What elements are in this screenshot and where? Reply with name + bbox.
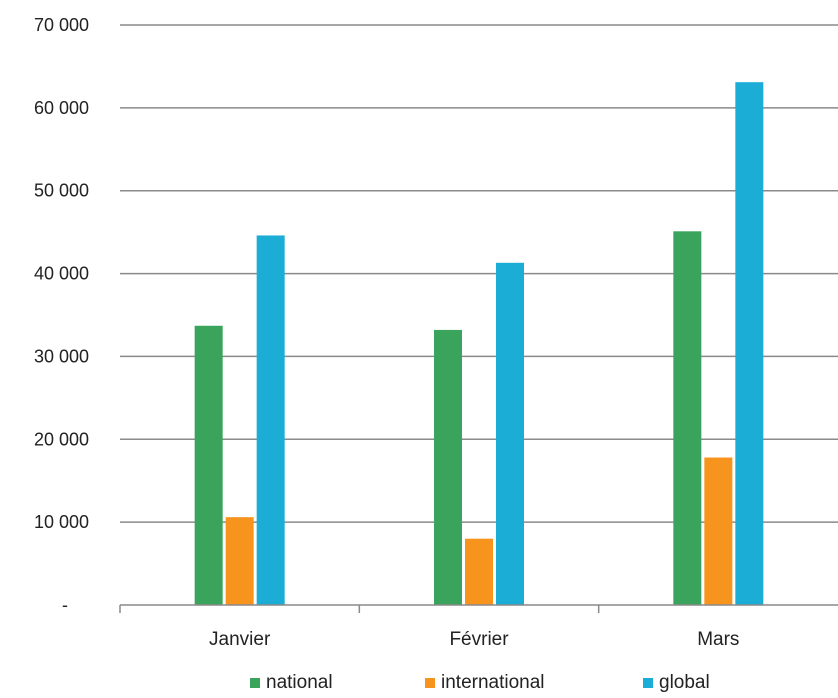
- legend-item-international: international: [425, 672, 545, 694]
- bar-chart: - 10 000 20 000 30 000 40 000 50 000 60 000 70 …: [34, 15, 838, 650]
- legend-swatch: [250, 678, 260, 688]
- x-category-label: Février: [449, 629, 509, 650]
- y-tick-label: 20 000: [34, 429, 89, 449]
- bar-national-1: [434, 329, 462, 605]
- legend-label: international: [441, 672, 545, 693]
- y-tick-label: 50 000: [34, 181, 89, 201]
- x-axis: Janvier Février Mars: [119, 604, 838, 650]
- bar-international-2: [704, 457, 733, 605]
- y-tick-label: 60 000: [34, 98, 89, 118]
- x-category-label: Janvier: [209, 629, 271, 650]
- y-tick-label: -: [62, 595, 68, 615]
- y-tick-label: 30 000: [34, 346, 89, 366]
- bar-international-1: [465, 538, 493, 605]
- legend-swatch: [643, 678, 653, 688]
- bar-global-2: [735, 82, 764, 605]
- bar-global-0: [256, 235, 285, 605]
- bar-global-1: [496, 262, 524, 605]
- legend-label: national: [266, 672, 333, 693]
- legend: national international global: [0, 670, 838, 698]
- y-axis-tick-labels: - 10 000 20 000 30 000 40 000 50 000 60 000 70 …: [34, 15, 89, 615]
- legend-item-national: national: [250, 672, 333, 694]
- x-category-label: Mars: [697, 629, 739, 650]
- bar-national-0: [194, 325, 223, 605]
- legend-label: global: [659, 672, 710, 693]
- gridlines: [120, 24, 838, 523]
- y-tick-label: 40 000: [34, 264, 89, 284]
- legend-swatch: [425, 678, 435, 688]
- y-tick-label: 10 000: [34, 512, 89, 532]
- y-tick-label: 70 000: [34, 15, 89, 35]
- bar-national-2: [673, 231, 702, 606]
- bar-international-0: [225, 517, 254, 605]
- bars: [194, 82, 764, 606]
- legend-item-global: global: [643, 672, 710, 694]
